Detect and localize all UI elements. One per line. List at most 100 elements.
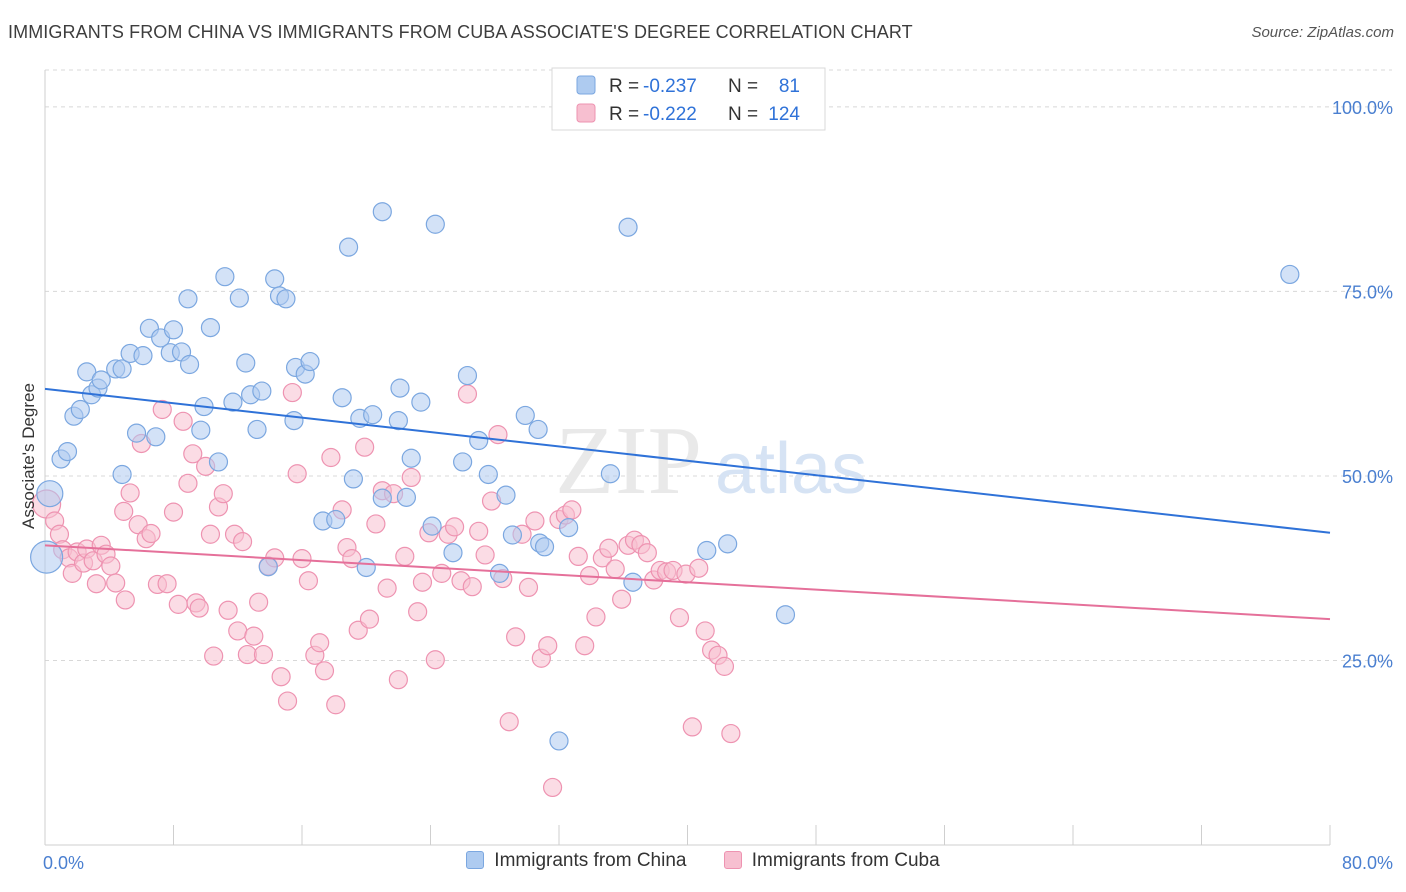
cuba-point-17: [120, 483, 140, 503]
cuba-point-47: [271, 667, 291, 687]
china-point-69: [528, 419, 548, 440]
cuba-point-42: [244, 626, 264, 646]
legend-china-r-label: R =: [609, 76, 639, 97]
china-point-79: [775, 605, 796, 625]
cuba-point-74: [425, 650, 445, 670]
cuba-point-23: [152, 399, 172, 420]
cuba-swatch: [723, 851, 742, 869]
china-point-14: [126, 423, 147, 443]
china-point-30: [229, 288, 249, 308]
china-series: [30, 202, 1300, 751]
cuba-point-55: [314, 661, 335, 681]
china-point-66: [496, 485, 516, 505]
china-point-29: [223, 392, 243, 412]
china-trend-line: [44, 387, 1331, 534]
china-point-11: [112, 359, 132, 379]
china-point-63: [469, 430, 489, 451]
china-point-59: [425, 214, 445, 234]
legend-cuba-swatch: [576, 103, 596, 123]
cuba-point-52: [298, 571, 319, 591]
china-point-9: [91, 370, 111, 390]
china-point-68: [515, 405, 535, 426]
china-point-47: [343, 469, 363, 489]
china-point-46: [338, 237, 359, 257]
cuba-point-57: [326, 695, 346, 715]
china-point-49: [356, 557, 376, 578]
china-point-77: [697, 540, 717, 561]
cuba-point-41: [237, 644, 257, 665]
china-swatch: [466, 851, 485, 869]
cuba-point-28: [178, 473, 198, 493]
china-point-71: [534, 537, 555, 557]
legend-box: R = -0.237 N = 81 R = -0.222 N = 124: [551, 67, 826, 131]
china-point-80: [1280, 264, 1300, 285]
china-point-58: [422, 516, 442, 536]
china-point-55: [396, 487, 417, 507]
cuba-point-24: [157, 574, 177, 594]
china-point-65: [489, 563, 510, 583]
legend-cuba-n-label: N =: [728, 104, 758, 125]
cuba-point-44: [253, 644, 274, 665]
cuba-point-43: [249, 592, 269, 612]
cuba-point-14: [106, 573, 126, 593]
cuba-point-37: [218, 600, 238, 620]
china-point-74: [600, 464, 621, 484]
china-point-0: [30, 540, 64, 574]
cuba-point-49: [282, 382, 302, 403]
cuba-point-82: [475, 545, 495, 565]
watermark-zip: ZIP: [555, 407, 702, 515]
china-point-61: [453, 452, 473, 472]
china-point-23: [179, 354, 200, 375]
cuba-point-15: [114, 501, 134, 521]
cuba-point-96: [562, 500, 582, 520]
watermark-atlas: atlas: [715, 429, 867, 509]
cuba-point-79: [457, 384, 478, 404]
cuba-point-80: [462, 577, 482, 597]
china-point-78: [718, 534, 738, 554]
china-point-34: [252, 381, 272, 401]
china-point-45: [332, 388, 352, 408]
cuba-point-81: [469, 521, 489, 541]
chart-title: IMMIGRANTS FROM CHINA VS IMMIGRANTS FROM…: [8, 22, 913, 42]
y-tick-label-50: 50.0%: [1342, 467, 1393, 487]
cuba-point-64: [366, 514, 386, 534]
china-point-57: [411, 392, 431, 412]
cuba-point-104: [612, 589, 632, 609]
cuba-point-68: [388, 670, 408, 690]
cuba-point-29: [183, 444, 203, 464]
source-label: Source: ZipAtlas.com: [1251, 24, 1394, 41]
china-point-3: [57, 441, 78, 462]
china-point-31: [236, 353, 256, 373]
legend-cuba-n-value: 124: [768, 104, 800, 125]
cuba-point-86: [499, 712, 519, 732]
cuba-point-100: [586, 607, 606, 627]
cuba-point-117: [695, 621, 715, 641]
x-tick-label-max: 80.0%: [1342, 853, 1393, 873]
trend-lines: [44, 387, 1331, 621]
legend-china-swatch: [576, 75, 596, 95]
cuba-point-70: [401, 467, 421, 488]
legend-china-n-label: N =: [728, 76, 758, 97]
china-point-62: [457, 365, 478, 386]
cuba-point-71: [408, 602, 428, 622]
cuba-point-13: [101, 556, 121, 576]
china-point-38: [276, 289, 296, 309]
x-tick-label-min: 0.0%: [43, 853, 84, 873]
cuba-point-40: [232, 532, 253, 552]
cuba-trend-line: [44, 544, 1331, 621]
cuba-point-36: [213, 484, 233, 504]
cuba-point-90: [525, 511, 545, 531]
cuba-point-77: [444, 517, 465, 537]
china-point-17: [146, 427, 166, 447]
cuba-point-51: [292, 549, 312, 569]
china-point-1: [36, 480, 64, 508]
china-point-42: [300, 351, 320, 372]
china-point-12: [112, 464, 132, 485]
china-point-20: [163, 320, 184, 340]
cuba-point-34: [204, 646, 224, 666]
china-point-39: [284, 410, 304, 431]
cuba-point-10: [86, 574, 107, 594]
china-point-76: [623, 572, 643, 592]
china-point-75: [618, 217, 638, 237]
